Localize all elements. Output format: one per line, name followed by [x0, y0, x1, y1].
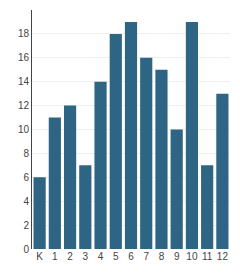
svg-text:12: 12: [217, 251, 229, 262]
svg-text:6: 6: [23, 172, 29, 183]
svg-text:2: 2: [23, 220, 29, 231]
svg-text:18: 18: [18, 28, 30, 39]
svg-text:0: 0: [23, 244, 29, 255]
svg-text:11: 11: [202, 251, 213, 262]
svg-text:6: 6: [128, 251, 134, 262]
svg-text:5: 5: [113, 251, 119, 262]
svg-text:4: 4: [23, 196, 29, 207]
svg-text:1: 1: [52, 251, 58, 262]
svg-text:8: 8: [159, 251, 165, 262]
svg-text:10: 10: [186, 251, 198, 262]
svg-text:14: 14: [18, 76, 30, 87]
svg-text:7: 7: [143, 251, 149, 262]
svg-text:3: 3: [83, 251, 89, 262]
svg-text:16: 16: [18, 52, 30, 63]
svg-text:9: 9: [174, 251, 180, 262]
svg-text:12: 12: [18, 100, 30, 111]
svg-text:K: K: [36, 251, 43, 262]
svg-text:8: 8: [23, 148, 29, 159]
svg-text:2: 2: [67, 251, 73, 262]
svg-text:10: 10: [18, 124, 30, 135]
svg-text:4: 4: [98, 251, 104, 262]
